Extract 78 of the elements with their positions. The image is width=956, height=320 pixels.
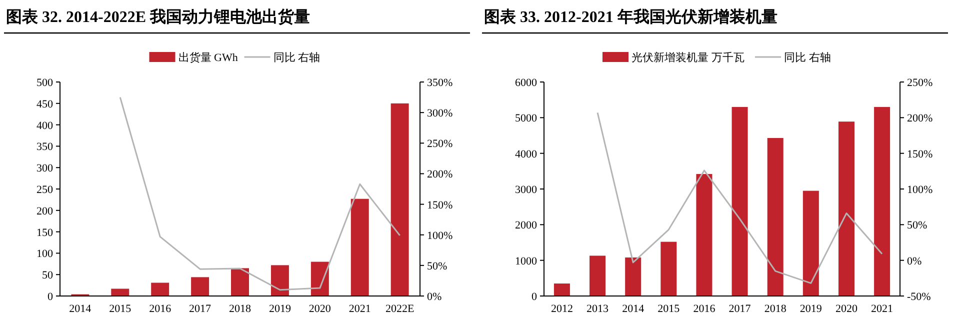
y-tick-label: 400 [36, 120, 54, 132]
bar [732, 106, 748, 296]
y2-tick-label: 50% [907, 220, 928, 232]
x-tick-label: 2021 [871, 303, 894, 315]
bar [390, 103, 409, 296]
legend-label: 光伏新增装机量 万千瓦 [632, 51, 744, 64]
y2-tick-label: 250% [907, 77, 933, 89]
y-tick-label: 3000 [515, 184, 538, 196]
x-tick-label: 2020 [835, 303, 858, 315]
y-tick-label: 250 [36, 184, 54, 196]
x-tick-label: 2021 [348, 303, 371, 315]
y-tick-label: 0 [532, 291, 538, 303]
x-tick-label: 2013 [586, 303, 610, 315]
y2-tick-label: 300% [427, 108, 453, 120]
bar [231, 268, 249, 296]
y2-tick-label: 150% [427, 199, 453, 212]
y-tick-label: 1000 [515, 255, 538, 268]
y2-tick-label: 0% [427, 291, 442, 303]
bar [270, 265, 289, 296]
y2-tick-label: 150% [907, 148, 933, 160]
chart-title: 图表 33. 2012-2021 年我国光伏新增装机量 [484, 8, 778, 26]
line-series [596, 112, 883, 284]
bar [696, 174, 712, 296]
x-tick-label: 2018 [229, 303, 252, 315]
y2-tick-label: 0% [907, 255, 922, 268]
y2-tick-label: 250% [427, 138, 453, 150]
bar [191, 277, 210, 296]
bar [590, 256, 606, 296]
legend-label: 同比 右轴 [273, 51, 320, 64]
y2-tick-label: 100% [907, 184, 933, 196]
legend-label: 同比 右轴 [784, 51, 831, 64]
x-tick-label: 2019 [800, 303, 822, 315]
chart-title: 图表 32. 2014-2022E 我国动力锂电池出货量 [6, 8, 310, 26]
bar [350, 198, 369, 296]
x-tick-label: 2017 [189, 303, 212, 315]
y2-tick-label: -50% [907, 291, 931, 303]
y-tick-label: 150 [36, 226, 54, 239]
y-tick-label: 2000 [515, 220, 538, 232]
line-series [119, 96, 401, 291]
bar [625, 257, 642, 296]
bar [554, 284, 570, 296]
x-tick-label: 2016 [693, 303, 716, 315]
y2-tick-label: 350% [427, 77, 453, 89]
bar [767, 138, 784, 296]
x-tick-label: 2014 [69, 303, 92, 315]
y-tick-label: 50 [42, 270, 54, 282]
y-tick-label: 4000 [515, 148, 538, 160]
y2-tick-label: 200% [427, 168, 453, 181]
bar [310, 262, 329, 296]
y-tick-label: 300 [36, 162, 54, 175]
bar [111, 288, 130, 296]
x-tick-label: 2022E [385, 303, 414, 315]
x-tick-label: 2015 [109, 303, 132, 315]
y-tick-label: 0 [48, 291, 54, 303]
y-tick-label: 500 [36, 77, 54, 89]
bar [802, 190, 819, 296]
y-tick-label: 450 [36, 98, 54, 110]
x-tick-label: 2018 [764, 303, 787, 315]
x-tick-label: 2014 [622, 303, 645, 315]
x-tick-label: 2017 [728, 303, 752, 315]
y2-tick-label: 50% [427, 260, 448, 272]
bar [151, 282, 170, 296]
y2-tick-label: 200% [907, 112, 933, 125]
legend-label: 出货量 GWh [178, 51, 238, 64]
x-tick-label: 2016 [149, 303, 172, 315]
y-tick-label: 200 [36, 205, 54, 218]
y-tick-label: 5000 [515, 112, 538, 125]
y2-tick-label: 100% [427, 230, 453, 242]
bar [874, 106, 890, 296]
y-tick-label: 100 [36, 248, 54, 260]
x-tick-label: 2015 [658, 303, 680, 315]
y-tick-label: 6000 [515, 77, 538, 89]
bar [838, 122, 854, 296]
x-tick-label: 2019 [268, 303, 292, 315]
x-tick-label: 2012 [550, 303, 573, 315]
y-tick-label: 350 [36, 141, 54, 154]
x-tick-label: 2020 [308, 303, 332, 315]
bar [660, 242, 677, 296]
